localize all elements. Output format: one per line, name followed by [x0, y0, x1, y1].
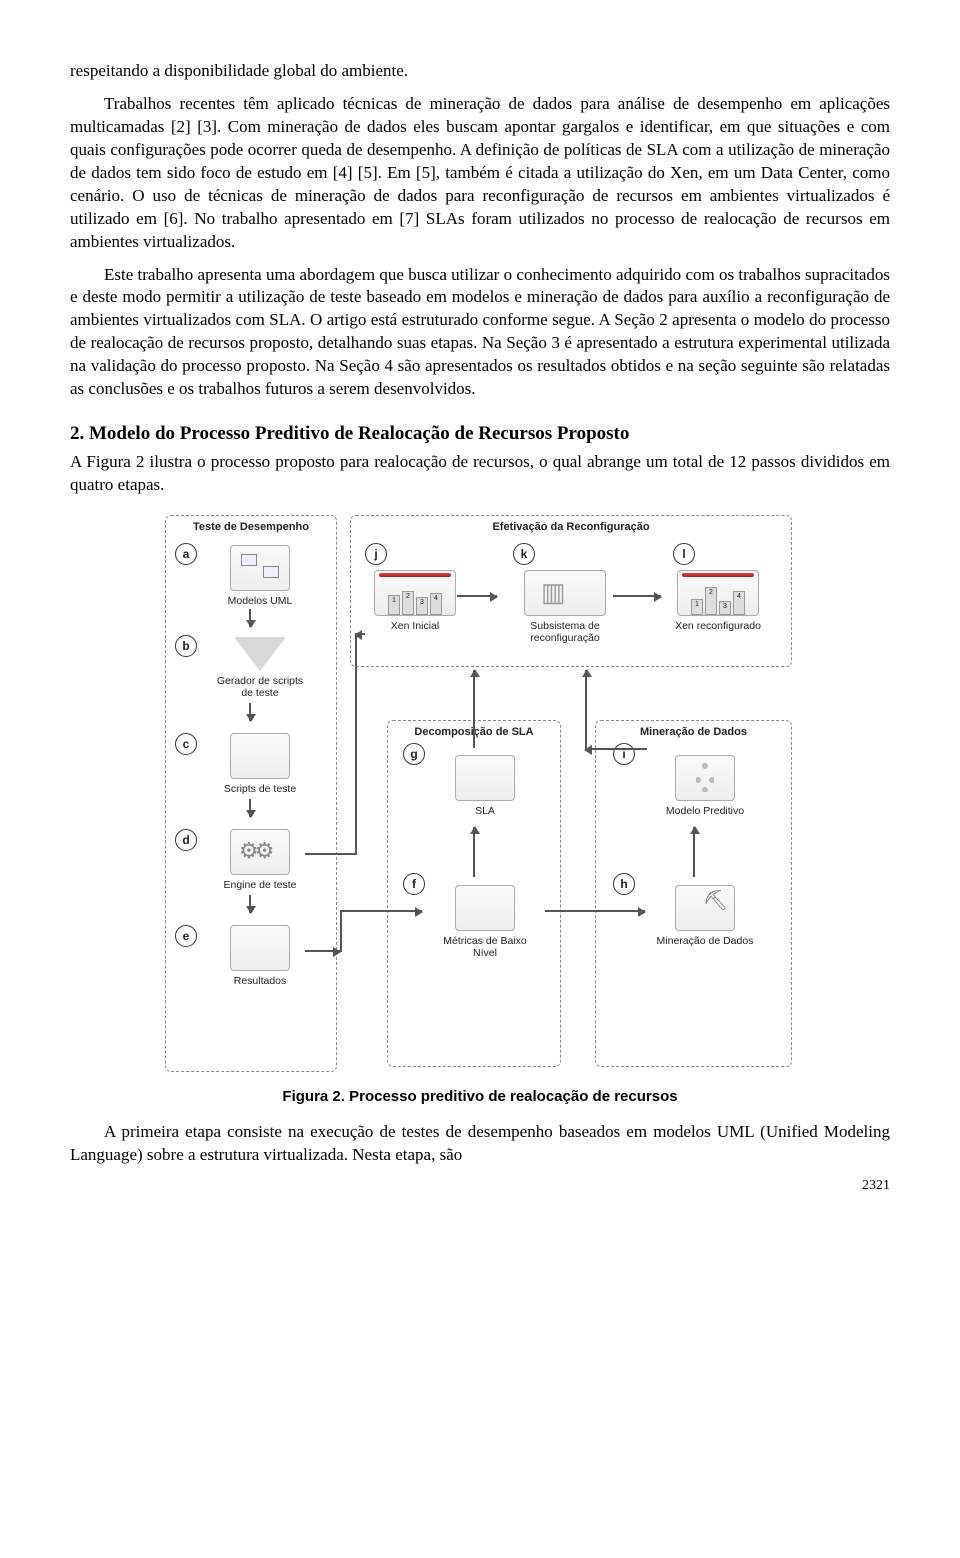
step-letter-h: h	[613, 873, 635, 895]
arrow-icon	[249, 799, 251, 817]
arrow-icon	[693, 827, 695, 877]
arrow-icon	[545, 910, 645, 912]
step-f: Métricas de Baixo Nível	[430, 885, 540, 959]
step-g: SLA	[440, 755, 530, 817]
step-b: Gerador de scripts de teste	[210, 633, 310, 699]
step-letter-k: k	[513, 543, 535, 565]
arrow-icon	[473, 827, 475, 877]
arrow-icon	[613, 595, 661, 597]
step-label: Modelos UML	[220, 595, 300, 607]
step-l: 1234 Xen reconfigurado	[663, 570, 773, 632]
step-label: SLA	[440, 805, 530, 817]
paragraph: A Figura 2 ilustra o processo proposto p…	[70, 451, 890, 497]
paragraph: A primeira etapa consiste na execução de…	[70, 1121, 890, 1167]
step-c: Scripts de teste	[220, 733, 300, 795]
step-label: Subsistema de reconfiguração	[495, 620, 635, 644]
step-letter-g: g	[403, 743, 425, 765]
connector-line	[355, 633, 357, 855]
arrow-icon	[249, 895, 251, 913]
step-k: Subsistema de reconfiguração	[495, 570, 635, 644]
connector-line	[305, 853, 355, 855]
step-letter-a: a	[175, 543, 197, 565]
panel-title: Mineração de Dados	[596, 725, 791, 740]
paragraph-text: Este trabalho apresenta uma abordagem qu…	[70, 265, 890, 399]
step-label: Xen Inicial	[365, 620, 465, 632]
paragraph-text: A primeira etapa consiste na execução de…	[70, 1122, 890, 1164]
figure-2: Teste de Desempenho Efetivação da Reconf…	[70, 515, 890, 1107]
step-label: Resultados	[220, 975, 300, 987]
step-label: Mineração de Dados	[655, 935, 755, 947]
arrow-icon	[305, 950, 340, 952]
arrow-icon	[249, 609, 251, 627]
paragraph: Trabalhos recentes têm aplicado técnicas…	[70, 93, 890, 254]
step-letter-d: d	[175, 829, 197, 851]
step-d: Engine de teste	[220, 829, 300, 891]
panel-title: Efetivação da Reconfiguração	[351, 520, 791, 535]
step-a: Modelos UML	[220, 545, 300, 607]
page-number: 2321	[862, 1177, 890, 1196]
paragraph: Este trabalho apresenta uma abordagem qu…	[70, 264, 890, 402]
step-letter-b: b	[175, 635, 197, 657]
process-diagram: Teste de Desempenho Efetivação da Reconf…	[165, 515, 795, 1075]
step-e: Resultados	[220, 925, 300, 987]
arrow-icon	[249, 703, 251, 721]
step-label: Engine de teste	[220, 879, 300, 891]
step-label: Modelo Preditivo	[655, 805, 755, 817]
arrow-icon	[340, 910, 422, 912]
step-label: Gerador de scripts de teste	[210, 675, 310, 699]
step-letter-e: e	[175, 925, 197, 947]
step-letter-j: j	[365, 543, 387, 565]
panel-title: Teste de Desempenho	[166, 520, 336, 535]
step-letter-i: i	[613, 743, 635, 765]
step-label: Métricas de Baixo Nível	[430, 935, 540, 959]
step-label: Xen reconfigurado	[663, 620, 773, 632]
arrow-icon	[457, 595, 497, 597]
step-i: Modelo Preditivo	[655, 755, 755, 817]
arrow-icon	[473, 670, 475, 748]
paragraph: respeitando a disponibilidade global do …	[70, 60, 890, 83]
connector-line	[585, 748, 647, 750]
connector-line	[585, 670, 587, 748]
step-h: Mineração de Dados	[655, 885, 755, 947]
step-letter-l: l	[673, 543, 695, 565]
step-label: Scripts de teste	[220, 783, 300, 795]
section-heading: 2. Modelo do Processo Preditivo de Realo…	[70, 421, 890, 447]
step-letter-f: f	[403, 873, 425, 895]
figure-caption: Figura 2. Processo preditivo de realocaç…	[70, 1087, 890, 1107]
arrow-icon	[355, 633, 365, 635]
step-letter-c: c	[175, 733, 197, 755]
step-j: 1234 Xen Inicial	[365, 570, 465, 632]
connector-line	[340, 910, 342, 952]
paragraph-text: Trabalhos recentes têm aplicado técnicas…	[70, 94, 890, 251]
